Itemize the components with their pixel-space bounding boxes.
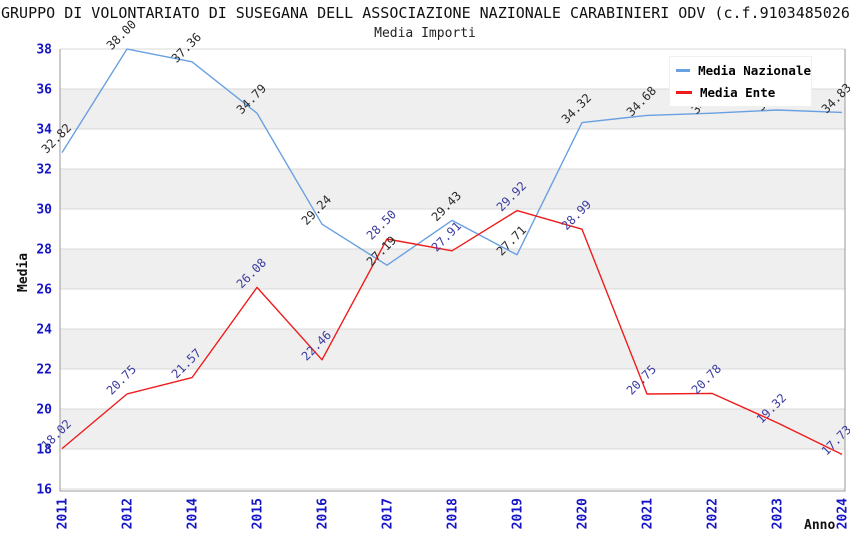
plot-band xyxy=(60,169,845,209)
legend-item-media-nazionale[interactable]: Media Nazionale xyxy=(676,63,811,78)
y-tick-label: 34 xyxy=(36,123,52,138)
series-line-media-nazionale xyxy=(61,48,843,266)
plot-band xyxy=(60,409,845,449)
y-tick-label: 32 xyxy=(36,163,52,178)
y-tick-label: 16 xyxy=(36,483,52,498)
plot-border xyxy=(59,49,846,492)
line-swatch-media-nazionale xyxy=(676,69,691,73)
y-tick-label: 24 xyxy=(36,323,52,338)
y-tick-label: 28 xyxy=(36,243,52,258)
x-tick-label: 2012 xyxy=(121,498,136,529)
x-tick-label: 2017 xyxy=(381,498,396,529)
x-tick-label: 2022 xyxy=(706,498,721,529)
x-tick-label: 2019 xyxy=(511,498,526,529)
y-tick-label: 26 xyxy=(36,283,52,298)
x-tick-label: 2014 xyxy=(186,498,201,529)
y-tick-label: 20 xyxy=(36,403,52,418)
x-tick-label: 2015 xyxy=(251,498,266,529)
x-tick-label: 2016 xyxy=(316,498,331,529)
series-line-media-ente xyxy=(61,209,843,456)
y-axis-title: Media xyxy=(16,252,31,292)
chart-subtitle: Media Importi xyxy=(374,26,476,41)
chart-title: GRUPPO DI VOLONTARIATO DI SUSEGANA DELL … xyxy=(1,4,850,22)
plot-band xyxy=(60,329,845,369)
plot-band xyxy=(60,249,845,289)
x-axis-title: Anno xyxy=(804,518,836,533)
y-tick-label: 22 xyxy=(36,363,52,378)
legend-label: Media Nazionale xyxy=(698,63,811,79)
legend: Media Nazionale Media Ente xyxy=(669,56,812,107)
data-label: 28.50 xyxy=(364,207,399,242)
y-tick-label: 38 xyxy=(36,43,52,58)
x-tick-label: 2011 xyxy=(56,498,71,529)
x-tick-label: 2021 xyxy=(641,498,656,529)
x-tick-label: 2018 xyxy=(446,498,461,529)
line-swatch-media-ente xyxy=(676,90,692,94)
legend-item-media-ente[interactable]: Media Ente xyxy=(676,85,811,100)
data-label: 38.00 xyxy=(104,17,139,52)
x-tick-label: 2024 xyxy=(836,498,850,529)
y-tick-label: 18 xyxy=(36,443,52,458)
legend-label: Media Ente xyxy=(700,84,776,100)
x-tick-label: 2023 xyxy=(771,498,786,529)
y-tick-label: 30 xyxy=(36,203,52,218)
x-tick-label: 2020 xyxy=(576,498,591,529)
y-tick-label: 36 xyxy=(36,83,52,98)
